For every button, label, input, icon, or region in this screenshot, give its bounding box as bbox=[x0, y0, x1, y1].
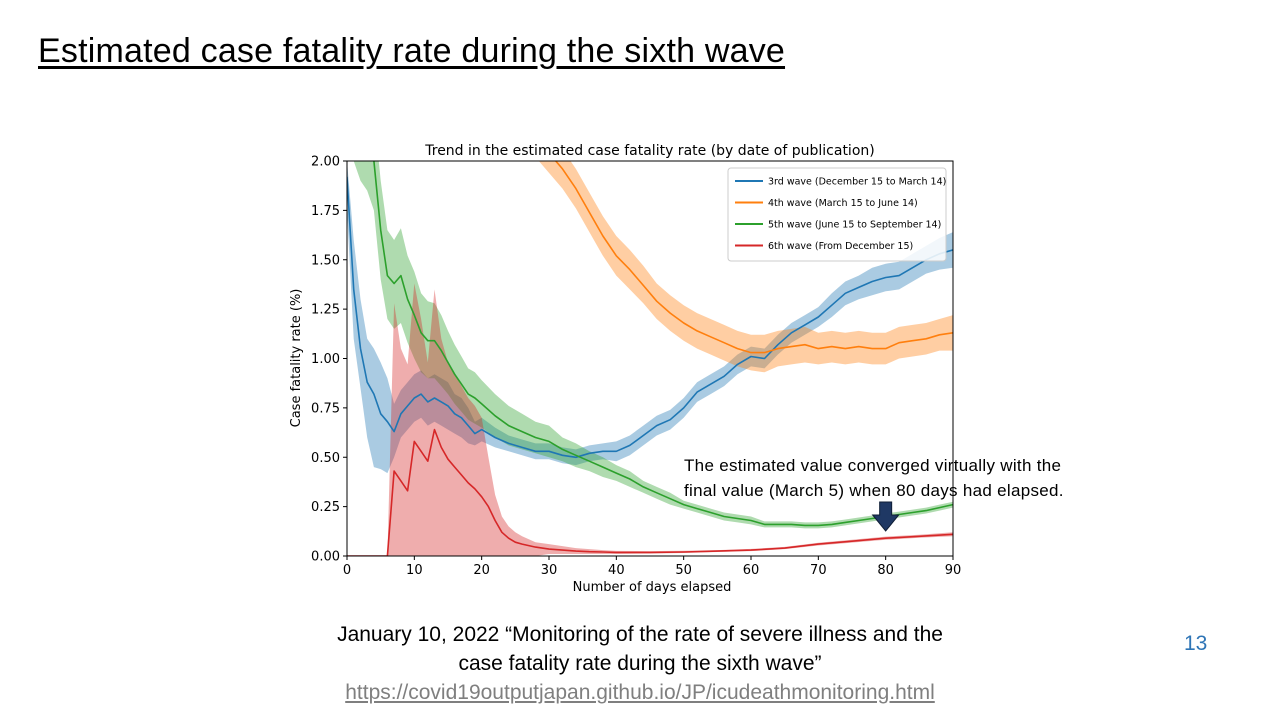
x-tick-label: 20 bbox=[473, 563, 490, 578]
chart-title: Trend in the estimated case fatality rat… bbox=[424, 143, 874, 159]
down-arrow-icon bbox=[871, 501, 900, 532]
legend-box bbox=[727, 167, 947, 262]
convergence-note-line1: The estimated value converged virtually … bbox=[684, 456, 1062, 475]
legend: 3rd wave (December 15 to March 14) 4th wa… bbox=[727, 167, 947, 262]
convergence-note-line2: final value (March 5) when 80 days had e… bbox=[684, 481, 1064, 500]
y-tick-label: 0.00 bbox=[311, 550, 340, 565]
legend-label: 6th wave (From December 15) bbox=[768, 241, 913, 252]
x-axis-label: Number of days elapsed bbox=[573, 580, 732, 595]
x-tick-label: 50 bbox=[675, 563, 692, 578]
citation: January 10, 2022 “Monitoring of the rate… bbox=[240, 620, 1040, 707]
citation-line1: January 10, 2022 “Monitoring of the rate… bbox=[337, 623, 943, 646]
x-tick-label: 90 bbox=[945, 563, 962, 578]
citation-link[interactable]: https://covid19outputjapan.github.io/JP/… bbox=[345, 681, 935, 704]
5th-wave-confidence-band bbox=[353, 161, 953, 529]
4th-wave-confidence-band bbox=[538, 161, 953, 373]
y-tick-label: 0.25 bbox=[311, 500, 340, 515]
down-arrow-shape bbox=[871, 501, 900, 532]
4th-wave-line bbox=[554, 161, 953, 354]
y-axis-label: Case fatality rate (%) bbox=[289, 289, 304, 428]
x-axis-ticks: 0 10 20 30 40 50 60 70 80 90 bbox=[343, 556, 961, 578]
x-tick-label: 70 bbox=[810, 563, 827, 578]
citation-line2: case fatality rate during the sixth wave… bbox=[458, 652, 822, 675]
y-tick-label: 2.00 bbox=[311, 155, 340, 170]
y-tick-label: 1.25 bbox=[311, 303, 340, 318]
legend-label: 3rd wave (December 15 to March 14) bbox=[768, 177, 946, 188]
convergence-note: The estimated value converged virtually … bbox=[684, 453, 1154, 503]
y-tick-label: 1.00 bbox=[311, 352, 340, 367]
series-lines bbox=[347, 161, 953, 556]
x-tick-label: 40 bbox=[608, 563, 625, 578]
slide-title: Estimated case fatality rate during the … bbox=[38, 32, 786, 70]
confidence-bands bbox=[347, 161, 953, 556]
y-tick-label: 0.75 bbox=[311, 401, 340, 416]
x-tick-label: 60 bbox=[743, 563, 760, 578]
y-tick-label: 1.75 bbox=[311, 204, 340, 219]
legend-label: 5th wave (June 15 to September 14) bbox=[768, 220, 941, 231]
page-number: 13 bbox=[1184, 632, 1208, 655]
x-tick-label: 10 bbox=[406, 563, 423, 578]
y-tick-label: 0.50 bbox=[311, 451, 340, 466]
6th-wave-line bbox=[347, 428, 953, 556]
6th-wave-confidence-band bbox=[347, 283, 953, 556]
y-axis-ticks: 0.00 0.25 0.50 0.75 1.00 1.25 1.50 1.75 2.00 bbox=[311, 155, 347, 565]
x-tick-label: 0 bbox=[343, 563, 351, 578]
y-tick-label: 1.50 bbox=[311, 253, 340, 268]
legend-label: 4th wave (March 15 to June 14) bbox=[768, 198, 918, 209]
5th-wave-line bbox=[373, 161, 953, 527]
x-tick-label: 80 bbox=[877, 563, 894, 578]
x-tick-label: 30 bbox=[541, 563, 558, 578]
3rd-wave-line bbox=[347, 176, 953, 459]
